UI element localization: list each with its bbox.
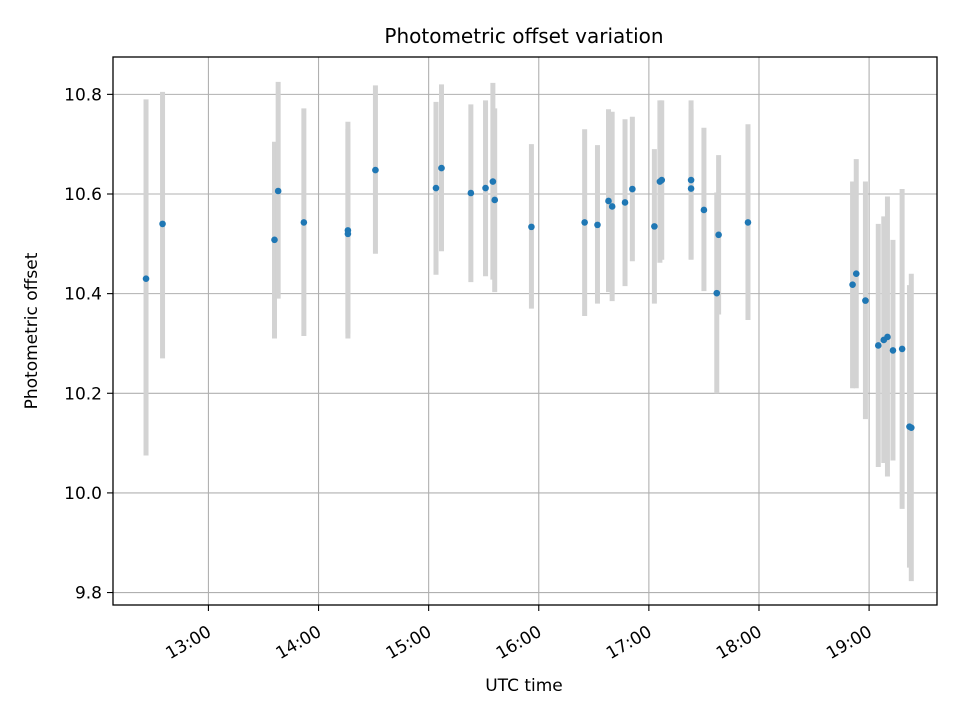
data-point [432,184,440,192]
data-point [862,297,869,304]
x-axis-title: UTC time [485,676,563,696]
marker-layer [142,164,915,431]
data-point [594,221,601,229]
data-point [159,220,166,228]
data-point [898,345,906,353]
data-point [874,342,882,349]
y-tick-label: 10.8 [64,85,102,105]
data-point [629,185,636,193]
chart-title: Photometric offset variation [384,24,663,48]
data-point [300,219,308,226]
y-tick-label: 10.4 [64,285,102,305]
data-point [271,236,278,244]
data-point [621,199,629,206]
data-point [438,164,445,172]
data-point [849,281,856,288]
data-point [344,230,352,238]
data-point [581,219,588,226]
data-point [142,275,150,282]
y-axis-title: Photometric offset [22,252,42,409]
data-point [658,176,666,184]
y-tick-label: 10.0 [64,484,102,504]
data-point [715,231,722,239]
plot-frame [112,56,938,606]
data-point [744,219,752,226]
data-point [274,187,282,195]
data-point [852,270,860,278]
data-point [608,203,616,210]
grid-layer [113,57,937,605]
data-point [700,206,708,214]
data-point [605,197,612,205]
data-point [528,223,535,231]
data-point [884,333,891,341]
data-point [651,223,658,230]
data-point [713,289,721,297]
data-point [482,184,489,192]
data-point [908,424,915,431]
y-tick-label: 10.6 [64,185,102,205]
data-point [467,189,475,197]
data-point [491,196,499,204]
y-tick-label: 9.8 [75,584,102,604]
data-point [372,166,379,174]
data-point [889,347,897,354]
data-point [687,185,695,192]
data-point [489,178,497,185]
y-tick-label: 10.2 [64,384,102,404]
data-point [687,176,695,184]
